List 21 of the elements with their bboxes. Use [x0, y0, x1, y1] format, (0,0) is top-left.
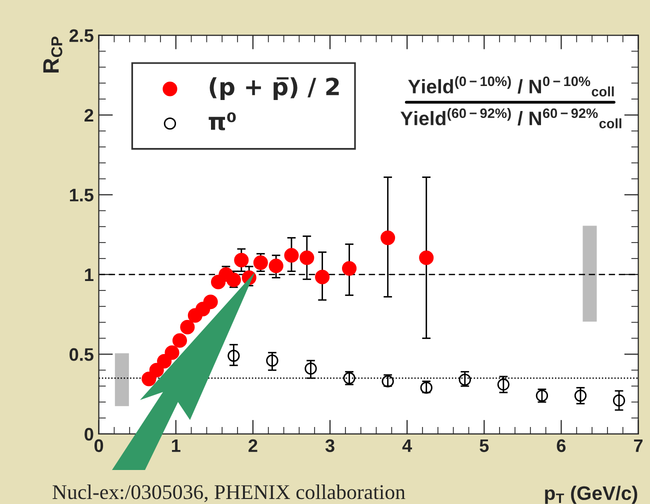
legend-label: π⁰ [208, 112, 236, 130]
x-tick-label: 1 [172, 439, 180, 452]
x-tick-label: 4 [402, 439, 412, 452]
y-tick-label: 2.5 [69, 29, 94, 42]
x-tick-label: 3 [325, 439, 334, 452]
y-axis-title: R$_{CP}$ [43, 36, 62, 72]
x-tick-label: 6 [556, 439, 566, 452]
y-tick-label: 1 [85, 268, 94, 282]
x-tick-label: 0 [94, 439, 104, 452]
annotation: Yield$^{(0−10%)}$ / N$^{0−10%}$$_{coll}$ [408, 76, 614, 96]
x-tick-label: 7 [634, 439, 643, 452]
annotation: Yield$^{(60−92%)}$ / N$^{60−92%}$$_{coll}$ [400, 108, 622, 128]
y-tick-label: 2 [84, 108, 94, 122]
x-tick-label: 2 [248, 439, 258, 452]
legend-label: (p + p̅) / 2 [210, 77, 339, 100]
y-tick-label: 1.5 [70, 188, 94, 202]
text: Nucl-ex:/0305036, PHENIX collaboration [52, 484, 406, 502]
x-axis-title: p$_{T}$ (GeV/c) [545, 486, 638, 504]
y-tick-label: 0.5 [70, 348, 94, 361]
y-tick-label: 0 [84, 428, 94, 441]
x-tick-label: 5 [480, 439, 489, 452]
